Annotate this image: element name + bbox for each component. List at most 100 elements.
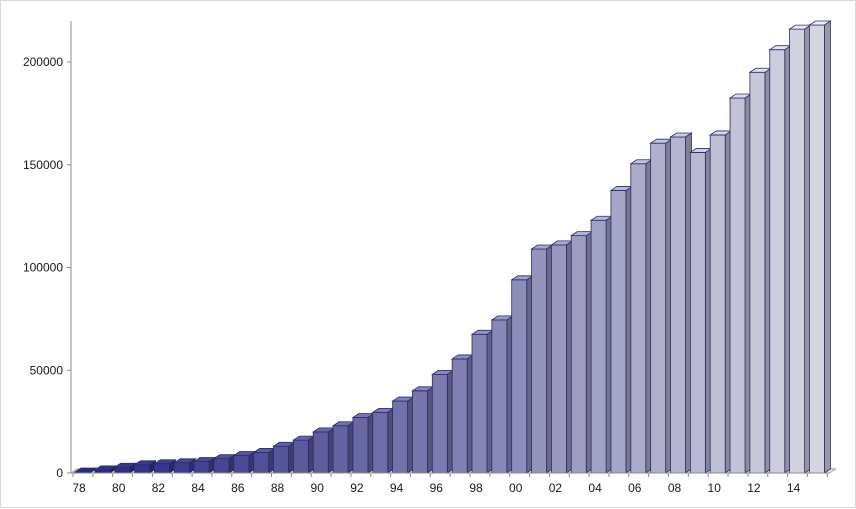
- bar: [748, 67, 773, 474]
- bar-front: [392, 400, 409, 474]
- bar: [272, 441, 296, 474]
- bar: [629, 158, 654, 474]
- x-axis: 78 80 82 84 86 88 90 92 94 96 98 00 02 04 06 08 10 12 14: [71, 472, 830, 495]
- bar-front: [153, 463, 170, 474]
- bar-front: [292, 439, 309, 474]
- bar: [728, 93, 753, 474]
- bar-top: [73, 467, 98, 473]
- bar: [550, 240, 574, 474]
- x-tick-label: 02: [549, 481, 563, 495]
- bar: [510, 275, 535, 474]
- bar: [133, 460, 157, 474]
- bar: [788, 24, 812, 474]
- bar-top: [153, 459, 177, 465]
- bar: [569, 230, 594, 474]
- bar: [430, 369, 455, 474]
- bar-front: [729, 97, 746, 474]
- bar-front: [689, 152, 706, 474]
- bar-series: [73, 20, 832, 474]
- x-tick-label: 00: [509, 481, 523, 495]
- y-tick-label: 0: [56, 466, 63, 480]
- y-tick-label: 50000: [30, 363, 64, 377]
- bar: [153, 459, 177, 474]
- x-tick-label: 80: [112, 481, 126, 495]
- x-tick-label: 14: [787, 481, 801, 495]
- x-tick-label: 98: [469, 481, 483, 495]
- x-tick-label: 78: [72, 481, 86, 495]
- bar: [450, 354, 475, 474]
- bar: [470, 329, 495, 474]
- y-axis: 0 50000 100000 150000 200000: [23, 21, 72, 480]
- bar-front: [670, 136, 686, 474]
- bar-front: [273, 445, 289, 474]
- bar-front: [650, 142, 667, 474]
- bar-front: [193, 461, 210, 474]
- bar: [589, 215, 614, 474]
- bar: [391, 396, 415, 474]
- bar: [490, 315, 515, 474]
- bar-front: [312, 431, 329, 474]
- bar: [708, 130, 733, 474]
- bar-front: [610, 190, 627, 474]
- bar: [212, 453, 237, 474]
- bar-front: [551, 244, 567, 474]
- bar-front: [431, 373, 448, 474]
- x-tick-label: 10: [708, 481, 722, 495]
- x-tick-label: 04: [588, 481, 602, 495]
- bar: [73, 467, 98, 474]
- x-tick-label: 88: [271, 481, 285, 495]
- x-tick-label: 08: [668, 481, 682, 495]
- bar: [530, 244, 554, 474]
- bar-front: [570, 235, 587, 474]
- bar: [768, 44, 793, 474]
- bar-front: [372, 411, 389, 474]
- bar: [331, 420, 356, 474]
- bar: [311, 427, 336, 474]
- bar-front: [173, 462, 190, 474]
- x-tick-label: 94: [390, 481, 404, 495]
- bar: [113, 462, 138, 474]
- bar-front: [749, 71, 766, 474]
- bar: [252, 447, 276, 474]
- bar: [292, 435, 316, 474]
- bar-top: [93, 465, 118, 471]
- bar: [371, 407, 396, 474]
- bar-front: [233, 455, 250, 474]
- x-tick-label: 90: [311, 481, 325, 495]
- bar-top: [133, 460, 157, 466]
- bar: [669, 132, 693, 474]
- bar-front: [531, 248, 547, 474]
- bar-front: [590, 219, 607, 474]
- y-tick-label: 200000: [23, 55, 63, 69]
- bar: [689, 147, 713, 474]
- bar-front: [789, 28, 805, 474]
- x-tick-label: 84: [191, 481, 205, 495]
- x-tick-label: 96: [430, 481, 444, 495]
- bar-top: [808, 20, 832, 26]
- y-tick-label: 100000: [23, 261, 63, 275]
- bar-front: [630, 163, 647, 474]
- bar-side: [824, 20, 831, 474]
- bar-front: [114, 466, 131, 474]
- bar-front: [134, 464, 150, 474]
- bar: [808, 20, 832, 474]
- x-tick-label: 86: [231, 481, 245, 495]
- bar-top: [113, 462, 138, 468]
- bar-front: [352, 417, 369, 474]
- bar-front: [769, 49, 786, 474]
- x-tick-label: 82: [152, 481, 166, 495]
- bar: [649, 138, 673, 474]
- bar-front: [471, 333, 488, 474]
- y-tick-label: 150000: [23, 158, 63, 172]
- x-tick-label: 12: [747, 481, 761, 495]
- bar-front: [709, 134, 726, 474]
- bar-top: [172, 458, 197, 464]
- bar-front: [412, 390, 428, 474]
- bar-front: [253, 452, 270, 474]
- bar-front: [451, 358, 468, 474]
- bar: [192, 456, 217, 474]
- bar: [172, 457, 197, 474]
- x-tick-label: 92: [350, 481, 364, 495]
